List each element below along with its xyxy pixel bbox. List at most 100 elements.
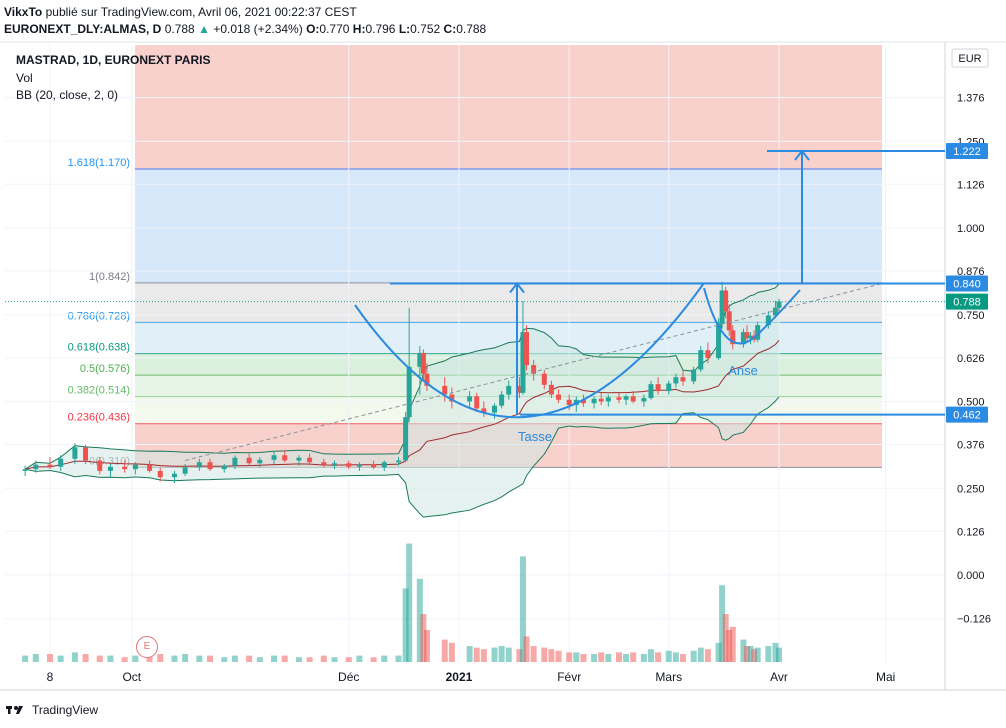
fib-level-label: 0.786(0.728) (68, 310, 130, 322)
volume-bar (697, 647, 704, 662)
price-tick-label: 0.626 (957, 353, 985, 365)
volume-bar (740, 639, 747, 662)
candle-body (424, 373, 430, 386)
price-tick-label: 0.876 (957, 266, 985, 278)
volume-bar (615, 652, 622, 662)
volume-bar (416, 578, 423, 662)
volume-bar (107, 655, 114, 662)
legend-volume[interactable]: Vol (16, 71, 33, 85)
candle-body (648, 384, 654, 399)
candle-body (680, 377, 686, 382)
price-tick-label: 1.126 (957, 179, 985, 191)
price-axis[interactable]: EUR1.3761.2501.1261.0000.8760.7500.6260.… (946, 48, 991, 626)
candle-body (406, 366, 412, 418)
candle-body (605, 397, 611, 402)
price-label-box (946, 293, 988, 310)
candle-body (641, 398, 647, 402)
bollinger-fill (25, 283, 780, 518)
volume-bar (726, 630, 733, 662)
candle-body (296, 457, 302, 461)
candle-body (321, 462, 327, 465)
fib-level-label: 1(0.842) (89, 271, 130, 283)
bollinger-bands (24, 283, 780, 518)
candle-body (541, 373, 547, 385)
volume-bar (548, 649, 555, 662)
volume-bar (672, 652, 679, 662)
price-label-text: 0.840 (953, 279, 981, 291)
volume-bar (423, 630, 430, 662)
volume-bar (395, 655, 402, 662)
candle-body (598, 398, 604, 402)
candle-body (381, 462, 387, 468)
candle-body (744, 332, 750, 339)
candle-body (182, 467, 188, 474)
candle-body (726, 311, 732, 331)
candle-body (506, 385, 512, 395)
volume-bar (722, 614, 729, 662)
volume-bar (182, 654, 189, 662)
candle-body (417, 352, 423, 367)
time-tick-label: Mars (655, 670, 682, 684)
projection-arrow-head (794, 149, 810, 161)
volume-bar (591, 654, 598, 662)
candle-body (207, 462, 213, 470)
fib-level-label: 0.618(0.638) (68, 342, 130, 354)
price-label-box (946, 275, 988, 292)
footer-brand[interactable]: TradingView (6, 703, 98, 717)
time-axis[interactable]: 8 Oct Déc 2021 Févr Mars Avr Mai (47, 670, 896, 684)
candle-body (346, 463, 352, 467)
legend-title[interactable]: MASTRAD, 1D, EURONEXT PARIS (16, 53, 211, 67)
candle-body (623, 396, 629, 400)
legend-bollinger[interactable]: BB (20, close, 2, 0) (16, 88, 119, 102)
volume-bar (370, 657, 377, 662)
candle-body (566, 399, 572, 405)
publish-info: VikxTo publié sur TradingView.com, Avril… (4, 5, 357, 19)
author-name[interactable]: VikxTo (4, 5, 43, 19)
candle-body (524, 332, 530, 366)
candle-body (97, 460, 103, 471)
high-value: 0.796 (365, 22, 396, 36)
volume-bar (57, 655, 64, 662)
candle-body (22, 469, 28, 471)
candle-body (772, 307, 778, 316)
price-tick-label: 1.000 (957, 223, 985, 235)
symbol-info: EURONEXT_DLY:ALMAS, D 0.788 ▲ +0.018 (+2… (4, 22, 486, 36)
candle-body (72, 447, 78, 459)
tradingview-logo-icon (6, 706, 23, 714)
volume-bar (320, 655, 327, 662)
fib-level-label: 0.382(0.514) (68, 385, 130, 397)
candle-body (765, 315, 771, 326)
volume-bar (441, 639, 448, 662)
volume-bar (754, 647, 761, 662)
candle-body (371, 464, 377, 468)
candle-body (271, 455, 277, 460)
handle-curve (703, 287, 801, 345)
volume-bar (541, 647, 548, 662)
candle-body (520, 332, 526, 393)
fib-level-label: 1.618(1.170) (68, 157, 130, 169)
volume-bar (448, 642, 455, 662)
candle-body (132, 464, 138, 470)
volume-bar (665, 650, 672, 662)
candle-body (630, 396, 636, 402)
candle-body (307, 457, 313, 463)
candle-body (331, 463, 337, 465)
symbol-name: EURONEXT_DLY:ALMAS, D (4, 22, 162, 36)
candle-body (748, 335, 754, 339)
candle-body (83, 447, 89, 461)
time-tick-label: Oct (122, 670, 141, 684)
volume-bar (466, 646, 473, 662)
candle-body (776, 301, 782, 308)
candle-body (107, 466, 113, 471)
volume-bar (281, 655, 288, 662)
drawings[interactable]: Tasse Anse (5, 149, 945, 461)
volume-bar (630, 652, 637, 662)
price-tick-label: 0.750 (957, 310, 985, 322)
candle-body (221, 465, 227, 470)
candle-body (716, 323, 722, 359)
volume-bar (406, 543, 413, 662)
earnings-event-badge[interactable]: E (136, 636, 158, 658)
bollinger-lower (24, 396, 780, 518)
cup-curve (354, 282, 705, 419)
